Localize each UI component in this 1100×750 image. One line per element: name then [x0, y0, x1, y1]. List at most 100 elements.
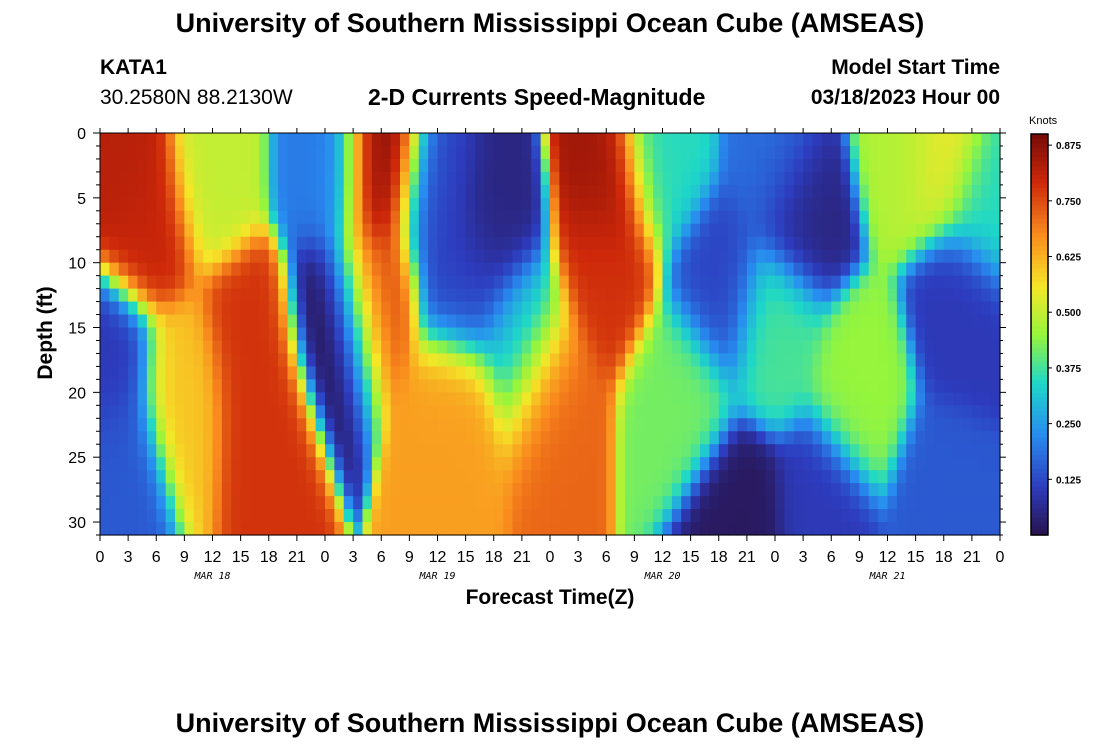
heatmap-cell [240, 249, 251, 264]
heatmap-cell [259, 314, 270, 329]
heatmap-cell [887, 133, 898, 147]
heatmap-cell [315, 236, 326, 251]
heatmap-cell [137, 405, 148, 419]
heatmap-cell [737, 353, 748, 368]
heatmap-cell [493, 184, 504, 199]
heatmap-cell [662, 327, 673, 342]
heatmap-cell [765, 470, 776, 484]
heatmap-cell [231, 483, 242, 497]
heatmap-cell [325, 392, 335, 406]
heatmap-cell [118, 314, 129, 329]
heatmap-cell [906, 431, 917, 445]
heatmap-cell [925, 496, 935, 510]
heatmap-cell [109, 379, 120, 393]
heatmap-cell [943, 431, 954, 445]
heatmap-cell [615, 314, 626, 329]
heatmap-cell [953, 444, 964, 458]
heatmap-cell [409, 340, 420, 355]
heatmap-cell [803, 184, 814, 199]
heatmap-cell [315, 223, 326, 238]
heatmap-cell [568, 366, 579, 380]
heatmap-cell [925, 236, 935, 251]
heatmap-cell [446, 483, 457, 497]
heatmap-cell [793, 405, 804, 419]
heatmap-cell [821, 509, 832, 523]
heatmap-cell [128, 509, 139, 523]
heatmap-cell [728, 145, 739, 160]
heatmap-cell [184, 353, 195, 368]
heatmap-cell [662, 444, 673, 458]
colorbar-segment [1031, 294, 1048, 300]
heatmap-cell [475, 158, 485, 173]
heatmap-cell [756, 171, 767, 186]
heatmap-cell [643, 392, 654, 406]
heatmap-cell [596, 431, 607, 445]
heatmap-cell [821, 133, 832, 147]
heatmap-cell [887, 392, 898, 406]
heatmap-cell [971, 340, 982, 355]
heatmap-cell [643, 133, 654, 147]
heatmap-cell [278, 418, 289, 432]
heatmap-cell [690, 158, 701, 173]
heatmap-cell [175, 379, 185, 393]
heatmap-cell [934, 444, 945, 458]
heatmap-cell [718, 392, 729, 406]
heatmap-cell [259, 353, 270, 368]
heatmap-cell [203, 288, 214, 303]
heatmap-cell [343, 171, 354, 186]
heatmap-cell [634, 301, 645, 316]
heatmap-cell [400, 249, 410, 264]
heatmap-cell [325, 366, 335, 380]
heatmap-cell [962, 431, 973, 445]
heatmap-cell [456, 444, 467, 458]
heatmap-cell [531, 223, 542, 238]
heatmap-cell [278, 210, 289, 225]
heatmap-cell [268, 483, 279, 497]
heatmap-cell [240, 262, 251, 277]
heatmap-cell [465, 133, 476, 147]
heatmap-cell [606, 223, 617, 238]
heatmap-cell [550, 314, 560, 329]
heatmap-cell [390, 522, 401, 536]
heatmap-cell [821, 145, 832, 160]
heatmap-cell [925, 249, 935, 264]
heatmap-cell [746, 379, 757, 393]
heatmap-cell [793, 444, 804, 458]
heatmap-cell [203, 133, 214, 147]
heatmap-cell [118, 275, 129, 290]
x-tick-label: 21 [288, 549, 306, 566]
heatmap-cell [850, 301, 860, 316]
heatmap-cell [240, 522, 251, 536]
heatmap-cell [287, 444, 298, 458]
heatmap-cell [446, 275, 457, 290]
heatmap-cell [793, 457, 804, 471]
heatmap-cell [653, 249, 664, 264]
heatmap-cell [521, 392, 532, 406]
heatmap-cell [381, 275, 392, 290]
heatmap-cell [887, 483, 898, 497]
heatmap-cell [850, 314, 860, 329]
heatmap-cell [109, 496, 120, 510]
heatmap-cell [390, 457, 401, 471]
heatmap-cell [953, 431, 964, 445]
heatmap-cell [868, 340, 879, 355]
heatmap-cell [775, 353, 785, 368]
heatmap-cell [784, 184, 795, 199]
heatmap-cell [671, 301, 682, 316]
heatmap-cell [409, 509, 420, 523]
heatmap-cell [803, 457, 814, 471]
heatmap-cell [906, 418, 917, 432]
heatmap-cell [184, 301, 195, 316]
heatmap-cell [531, 249, 542, 264]
heatmap-cell [212, 405, 223, 419]
heatmap-cell [896, 133, 907, 147]
heatmap-cell [606, 470, 617, 484]
heatmap-cell [896, 340, 907, 355]
heatmap-cell [990, 353, 1001, 368]
heatmap-cell [334, 262, 345, 277]
heatmap-cell [578, 236, 589, 251]
heatmap-cell [606, 483, 617, 497]
heatmap-cell [681, 249, 692, 264]
heatmap-cell [465, 418, 476, 432]
heatmap-cell [850, 470, 860, 484]
